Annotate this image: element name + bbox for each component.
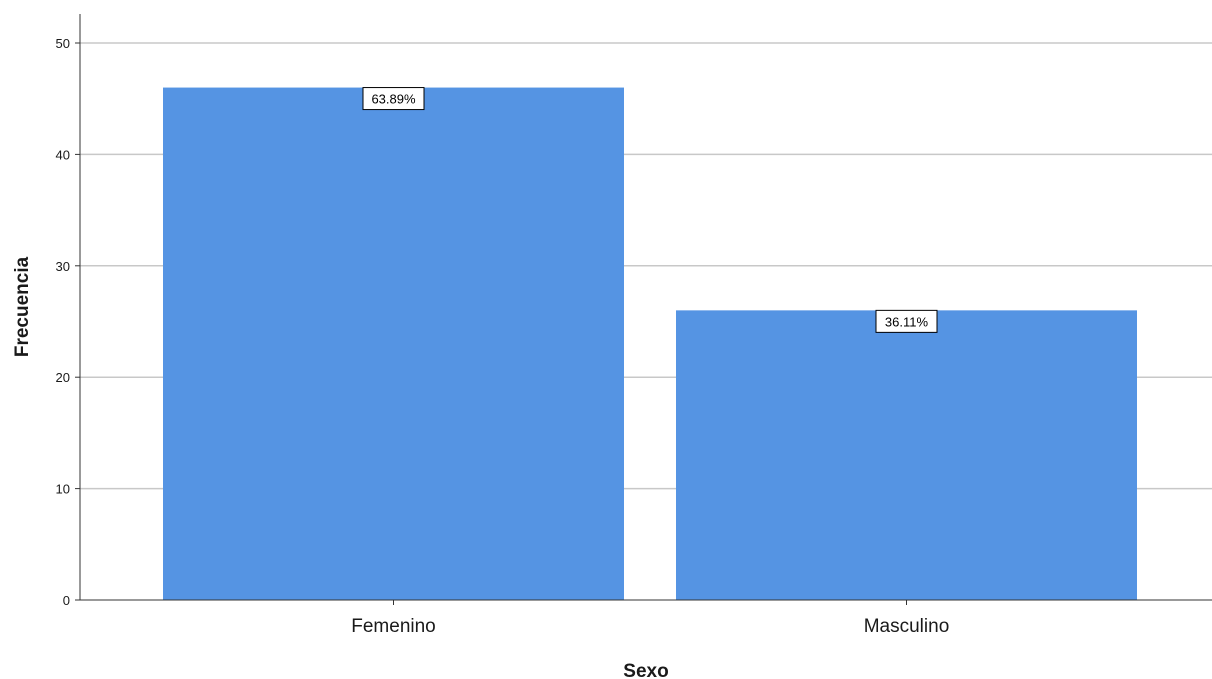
y-tick-label: 30: [56, 259, 70, 274]
y-tick-label: 10: [56, 482, 70, 497]
bars: [163, 87, 1137, 600]
data-label-box: 36.11%: [875, 309, 938, 333]
data-label-frame: [362, 87, 425, 111]
axes: [79, 14, 1212, 601]
bar-masculino: [676, 310, 1137, 600]
y-tick-label: 40: [56, 147, 70, 162]
y-axis-title: Frecuencia: [12, 256, 33, 357]
y-tick-label: 20: [56, 370, 70, 385]
x-category-label: Femenino: [351, 616, 436, 637]
bar-femenino: [163, 87, 624, 600]
x-axis-title: Sexo: [623, 661, 668, 679]
data-labels: 63.89% 36.11%: [362, 87, 938, 333]
data-label: 36.11%: [885, 314, 929, 329]
x-category-label: Masculino: [864, 616, 950, 637]
data-label: 63.89%: [371, 92, 416, 107]
x-category-labels: Femenino Masculino: [351, 600, 949, 637]
data-label-frame: [875, 309, 938, 333]
y-ticks: 0 10 20 30 40 50: [56, 36, 80, 608]
y-tick-label: 0: [63, 593, 70, 608]
y-tick-label: 50: [56, 36, 70, 51]
data-label-box: 63.89%: [362, 87, 425, 111]
